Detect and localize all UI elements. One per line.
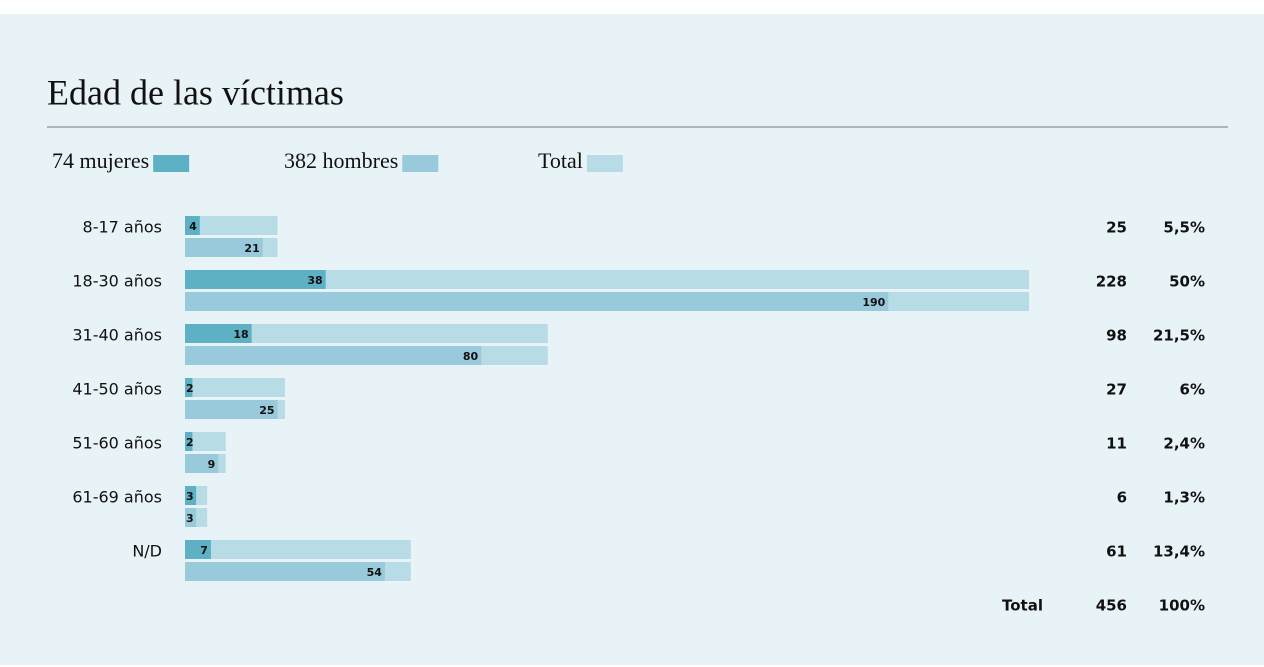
legend-label: 74 mujeres: [52, 148, 149, 173]
mujeres-bar: [185, 270, 326, 289]
bar-label: 7: [200, 544, 208, 557]
percent-value: 50%: [1169, 273, 1205, 291]
hombres-bar: [185, 562, 385, 581]
total-bar: [185, 378, 285, 397]
total-bar: [185, 270, 1029, 289]
category-label: 61-69 años: [72, 488, 162, 507]
category-label: N/D: [132, 542, 162, 561]
bar-label: 18: [233, 328, 248, 341]
percent-value: 1,3%: [1163, 489, 1205, 507]
category-label: 51-60 años: [72, 434, 162, 453]
legend-swatch: [153, 155, 190, 172]
legend-swatch: [402, 155, 439, 172]
hombres-bar: [185, 454, 219, 473]
mujeres-bar: [185, 540, 211, 559]
legend-label: Total: [538, 148, 583, 173]
mujeres-bar: [185, 324, 252, 343]
total-value: 6: [1117, 489, 1127, 507]
category-label: 18-30 años: [72, 272, 162, 291]
total-bar: [185, 216, 278, 235]
mujeres-bar: [185, 432, 193, 451]
total-value: 61: [1106, 543, 1127, 561]
mujeres-bar: [185, 378, 193, 397]
total-value: 98: [1106, 327, 1127, 345]
bar-label: 80: [463, 350, 479, 363]
hombres-bar: [185, 238, 263, 257]
percent-value: 13,4%: [1153, 543, 1205, 561]
bar-label: 21: [244, 242, 259, 255]
bar-label: 54: [367, 566, 383, 579]
bar-label: 25: [259, 404, 274, 417]
total-value: 27: [1106, 381, 1127, 399]
percent-value: 6%: [1180, 381, 1205, 399]
percent-value: 2,4%: [1163, 435, 1205, 453]
bar-label: 9: [208, 458, 216, 471]
percent-value: 5,5%: [1163, 219, 1205, 237]
total-bar: [185, 324, 548, 343]
legend-swatch: [586, 155, 623, 172]
total-bar: [185, 540, 411, 559]
bar-label: 2: [186, 382, 194, 395]
bar-label: 2: [186, 436, 194, 449]
percent-value: 21,5%: [1153, 327, 1205, 345]
hombres-bar: [185, 508, 197, 527]
total-sum: 456: [1096, 597, 1127, 615]
category-label: 41-50 años: [72, 380, 162, 399]
hombres-bar: [185, 400, 278, 419]
category-label: 31-40 años: [72, 326, 162, 345]
total-percent: 100%: [1159, 597, 1205, 615]
total-value: 25: [1106, 219, 1127, 237]
bar-label: 38: [307, 274, 322, 287]
total-label: Total: [1002, 597, 1043, 615]
hombres-bar: [185, 292, 889, 311]
bar-label: 4: [189, 220, 197, 233]
total-value: 228: [1096, 273, 1127, 291]
bar-label: 190: [862, 296, 885, 309]
legend-label: 382 hombres: [284, 148, 398, 173]
chart-title: Edad de las víctimas: [47, 72, 344, 112]
bar-label: 3: [186, 490, 194, 503]
category-label: 8-17 años: [83, 218, 162, 237]
mujeres-bar: [185, 216, 200, 235]
total-value: 11: [1106, 435, 1127, 453]
hombres-bar: [185, 346, 482, 365]
bar-label: 3: [186, 512, 194, 525]
mujeres-bar: [185, 486, 197, 505]
total-bar: [185, 432, 226, 451]
